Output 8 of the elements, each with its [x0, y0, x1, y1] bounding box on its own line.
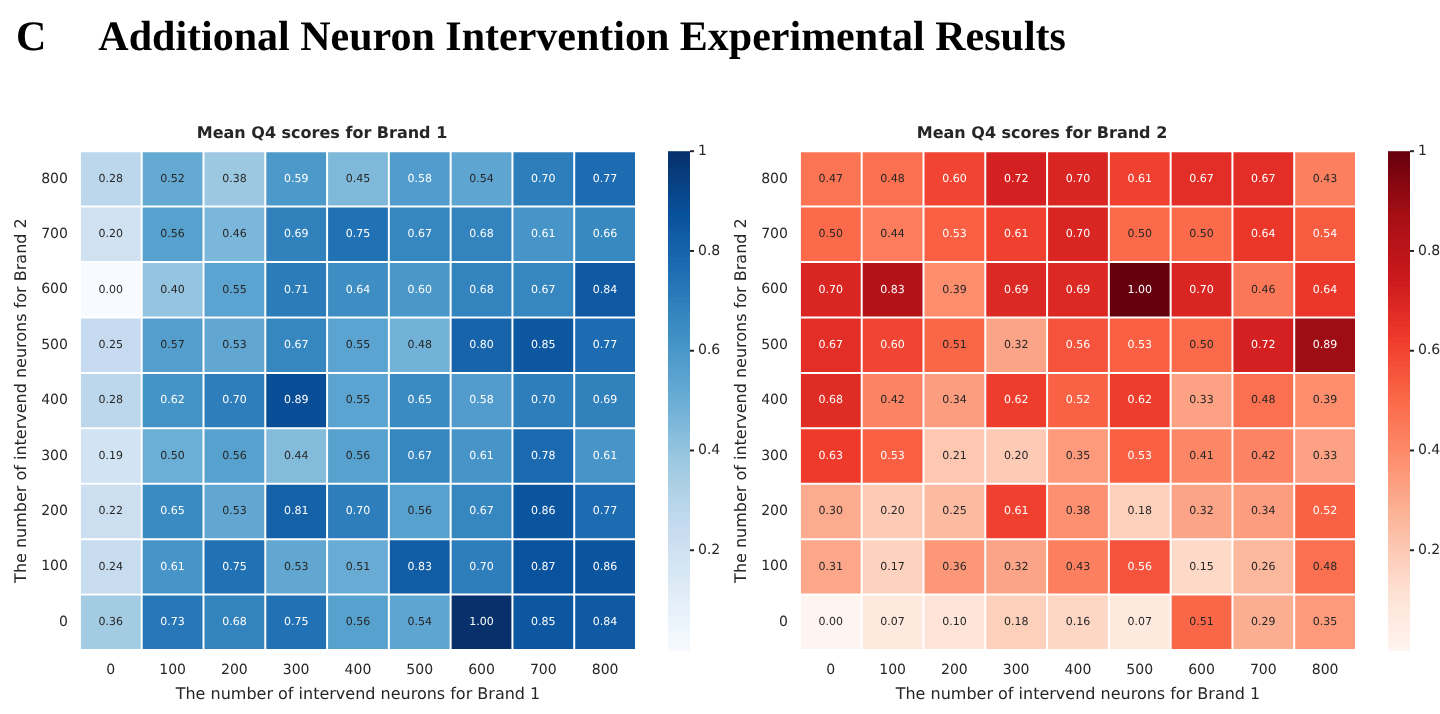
y-axis-title: The number of intervend neurons for Brand 2 [11, 218, 30, 585]
text: C [16, 12, 47, 62]
x-axis-title: The number of intervend neurons for Brand 1 [893, 684, 1261, 703]
text: Additional Neuron Intervention Experimental Results [98, 12, 1066, 62]
x-axis-title: The number of intervend neurons for Brand 1 [173, 684, 541, 703]
chart-title: Mean Q4 scores for Brand 1 [196, 123, 449, 142]
chart-title: Mean Q4 scores for Brand 2 [916, 123, 1168, 142]
y-axis-title: The number of intervend neurons for Brand 2 [731, 218, 750, 585]
